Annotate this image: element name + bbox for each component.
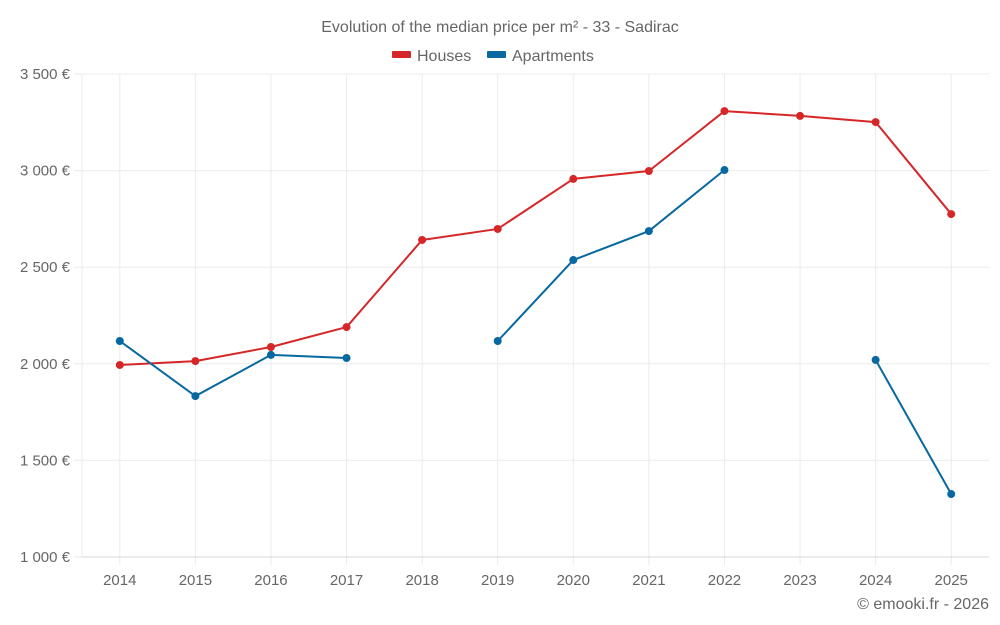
legend-label-houses: Houses [417, 48, 471, 65]
series-line-apartments [496, 169, 726, 342]
x-tick-label: 2019 [481, 572, 514, 589]
data-point-houses[interactable] [115, 360, 124, 369]
y-tick-label: 3 000 € [20, 163, 71, 180]
x-tick-label: 2017 [330, 572, 363, 589]
data-point-apartments[interactable] [266, 350, 275, 359]
data-point-houses[interactable] [796, 111, 805, 120]
x-tick-label: 2025 [935, 572, 968, 589]
series-line-apartments [874, 359, 953, 495]
x-tick-label: 2023 [783, 572, 816, 589]
x-tick-label: 2018 [405, 572, 438, 589]
y-gridlines [74, 73, 989, 558]
y-axis-labels: 1 000 € 1 500 € 2 000 € 2 500 € 3 000 € 3 500… [20, 66, 71, 566]
x-tick-label: 2016 [254, 572, 287, 589]
legend-swatch-apartments [487, 51, 506, 58]
y-tick-label: 1 000 € [20, 549, 71, 566]
data-point-apartments[interactable] [569, 256, 578, 265]
data-point-houses[interactable] [342, 323, 351, 332]
credit-text: © emooki.fr - 2026 [857, 596, 989, 613]
data-point-apartments[interactable] [947, 490, 956, 499]
y-tick-label: 2 000 € [20, 356, 71, 373]
x-tick-label: 2021 [632, 572, 665, 589]
legend: Houses Apartments [392, 48, 594, 65]
data-point-houses[interactable] [947, 210, 956, 219]
legend-label-apartments: Apartments [512, 48, 594, 65]
data-point-apartments[interactable] [644, 227, 653, 236]
x-tick-label: 2020 [557, 572, 590, 589]
series-houses [115, 107, 956, 369]
x-tick-label: 2015 [179, 572, 212, 589]
data-point-houses[interactable] [266, 342, 275, 351]
data-point-apartments[interactable] [191, 392, 200, 401]
x-axis-labels: 2014 2015 2016 2017 2018 2019 2020 2021 2022 2023… [103, 572, 968, 589]
data-point-houses[interactable] [871, 118, 880, 127]
data-point-apartments[interactable] [115, 337, 124, 346]
data-point-houses[interactable] [720, 107, 729, 116]
series-apartments [115, 166, 956, 499]
y-tick-label: 2 500 € [20, 259, 71, 276]
series-line-apartments [119, 340, 347, 398]
legend-swatch-houses [392, 51, 411, 58]
x-tick-label: 2022 [708, 572, 741, 589]
series-line-houses [119, 110, 952, 366]
y-tick-label: 3 500 € [20, 66, 71, 83]
data-point-houses[interactable] [493, 224, 502, 233]
data-point-houses[interactable] [569, 174, 578, 183]
legend-item-houses[interactable]: Houses [392, 48, 471, 65]
x-tick-label: 2024 [859, 572, 892, 589]
x-tick-label: 2014 [103, 572, 136, 589]
legend-item-apartments[interactable]: Apartments [487, 48, 594, 65]
data-point-houses[interactable] [418, 235, 427, 244]
data-point-apartments[interactable] [493, 337, 502, 346]
data-point-houses[interactable] [191, 357, 200, 366]
y-tick-label: 1 500 € [20, 452, 71, 469]
data-point-apartments[interactable] [871, 355, 880, 364]
data-point-apartments[interactable] [342, 354, 351, 363]
data-point-houses[interactable] [644, 166, 653, 175]
data-point-apartments[interactable] [720, 166, 729, 175]
x-gridlines [81, 74, 952, 565]
series-layer [115, 107, 956, 499]
chart-title: Evolution of the median price per m² - 3… [321, 19, 679, 36]
